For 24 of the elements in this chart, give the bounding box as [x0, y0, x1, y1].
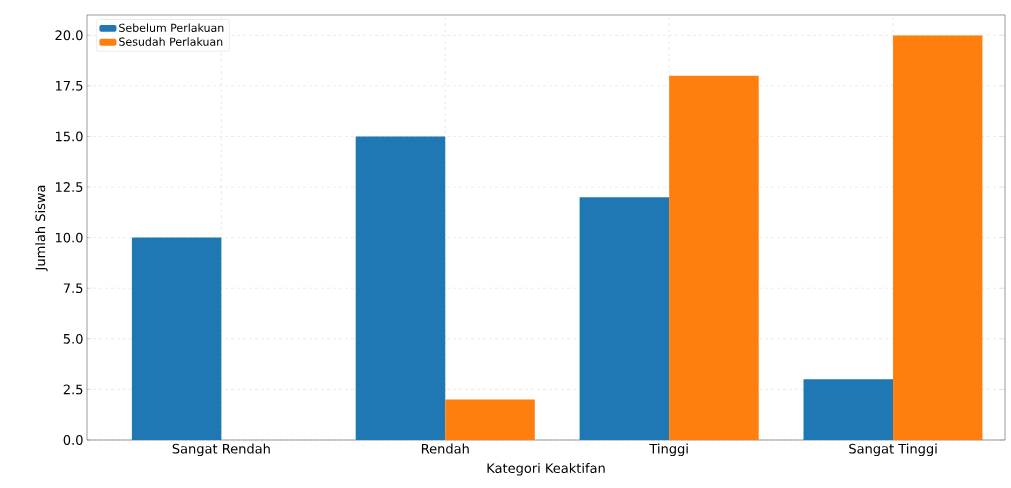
- x-tick-label: Sangat Rendah: [172, 443, 270, 457]
- legend-label: Sesudah Perlakuan: [119, 37, 223, 46]
- y-tick-label: 12.5: [55, 182, 83, 192]
- bar: [579, 197, 670, 440]
- bar: [669, 75, 759, 440]
- y-tick-label: 5.0: [63, 333, 83, 344]
- bar: [355, 136, 446, 440]
- y-tick-label: 7.5: [63, 283, 83, 294]
- bar: [893, 35, 983, 440]
- bar: [131, 237, 222, 440]
- y-tick-label: 2.5: [63, 384, 83, 395]
- y-tick-label: 0.0: [63, 435, 83, 445]
- y-tick-label: 10.0: [55, 232, 83, 243]
- y-tick-label: 17.5: [55, 81, 83, 91]
- x-tick-label: Tinggi: [649, 443, 688, 457]
- legend-label: Sebelum Perlakuan: [119, 23, 224, 32]
- bar: [803, 379, 894, 440]
- y-tick-label: 20.0: [55, 30, 83, 41]
- bar: [445, 399, 535, 440]
- x-tick-label: Rendah: [421, 443, 469, 454]
- y-tick-label: 15.0: [55, 131, 83, 142]
- x-tick-label: Sangat Tinggi: [849, 443, 937, 457]
- x-axis-title: Kategori Keaktifan: [487, 462, 605, 476]
- y-axis-title: Jumlah Siswa: [35, 185, 48, 272]
